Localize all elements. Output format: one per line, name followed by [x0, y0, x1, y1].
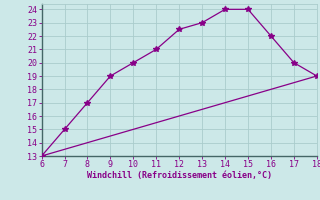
- X-axis label: Windchill (Refroidissement éolien,°C): Windchill (Refroidissement éolien,°C): [87, 171, 272, 180]
